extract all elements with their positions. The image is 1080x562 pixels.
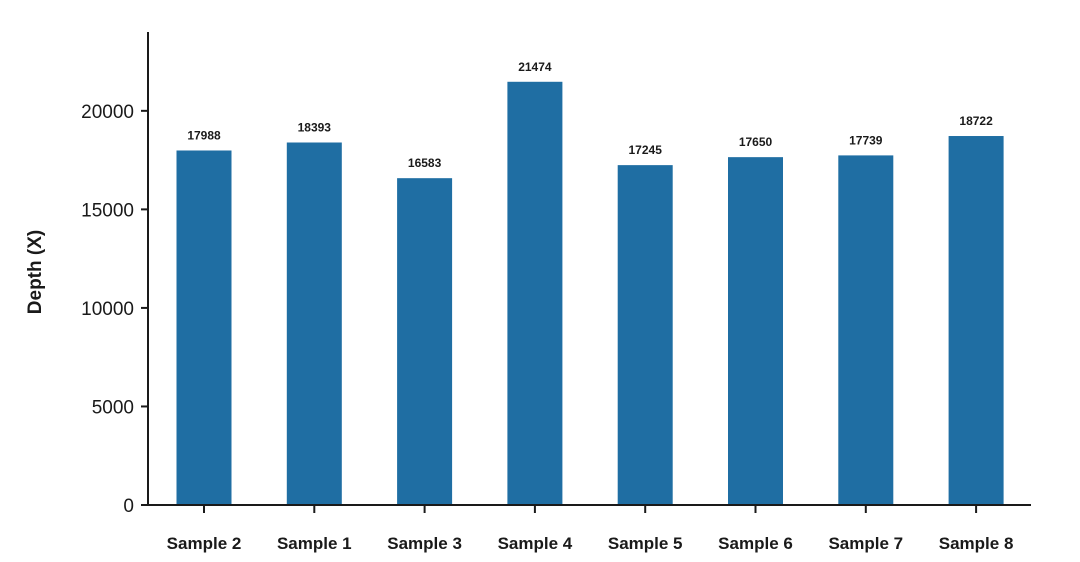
bar-value-label: 18722 [959,114,993,128]
bar [507,81,563,505]
y-axis-ticks: 0 5000 10000 15000 20000 [81,102,148,517]
y-tick-label: 5000 [92,397,134,418]
y-tick-label: 20000 [81,102,134,123]
bar-value-label: 17988 [187,128,221,142]
x-tick-label: Sample 1 [277,534,352,553]
bar [838,155,894,506]
bar-value-label: 16583 [408,156,442,170]
x-tick-label: Sample 5 [608,534,683,553]
bars-group: 17988 18393 16583 21474 17245 17650 17739 18722 [176,60,1004,506]
bar [397,178,453,506]
bar-value-label: 18393 [298,121,332,135]
x-tick-label: Sample 8 [939,534,1014,553]
y-tick-label: 15000 [81,200,134,221]
bar [728,157,783,505]
x-axis-ticks: Sample 2 Sample 1 Sample 3 Sample 4 Sample 5… [167,505,1014,553]
y-axis-title: Depth (X) [25,230,46,314]
bar-value-label: 17650 [739,135,773,149]
bar [617,165,673,505]
bar [948,136,1004,506]
y-tick-label: 0 [123,496,134,517]
bar-value-label: 17739 [849,133,883,147]
bar [176,150,232,505]
bar-value-label: 21474 [518,60,552,74]
y-tick-label: 10000 [81,299,134,320]
x-tick-label: Sample 2 [167,534,242,553]
x-tick-label: Sample 7 [828,534,903,553]
x-tick-label: Sample 3 [387,534,462,553]
x-tick-label: Sample 4 [498,534,573,553]
bar [286,142,342,505]
x-tick-label: Sample 6 [718,534,793,553]
bar-value-label: 17245 [629,143,663,157]
